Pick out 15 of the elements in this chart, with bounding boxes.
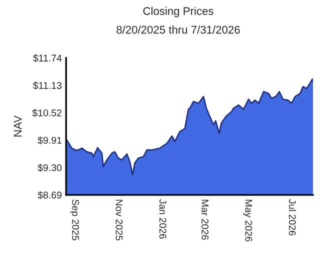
x-tick-label: May 2026 <box>243 200 252 242</box>
y-tick-label: $9.30 <box>38 164 62 172</box>
y-tick-label: $9.91 <box>38 136 62 144</box>
x-tick-label: Mar 2026 <box>202 200 208 240</box>
y-tick-label: $11.74 <box>33 54 62 62</box>
x-tick-label: Nov 2025 <box>116 200 123 240</box>
y-tick-label: $10.52 <box>32 109 62 117</box>
chart-subtitle: 8/20/2025 thru 7/31/2026 <box>116 26 240 34</box>
x-tick-label: Jan 2026 <box>159 199 166 239</box>
x-tick-label: Sep 2025 <box>70 200 79 240</box>
y-tick-label: $8.69 <box>38 191 62 200</box>
y-axis-title: NAV <box>14 115 22 137</box>
y-tick-label: $11.13 <box>33 82 62 90</box>
x-tick-label: Jul 2026 <box>288 199 296 236</box>
chart-title: Closing Prices <box>143 6 214 18</box>
